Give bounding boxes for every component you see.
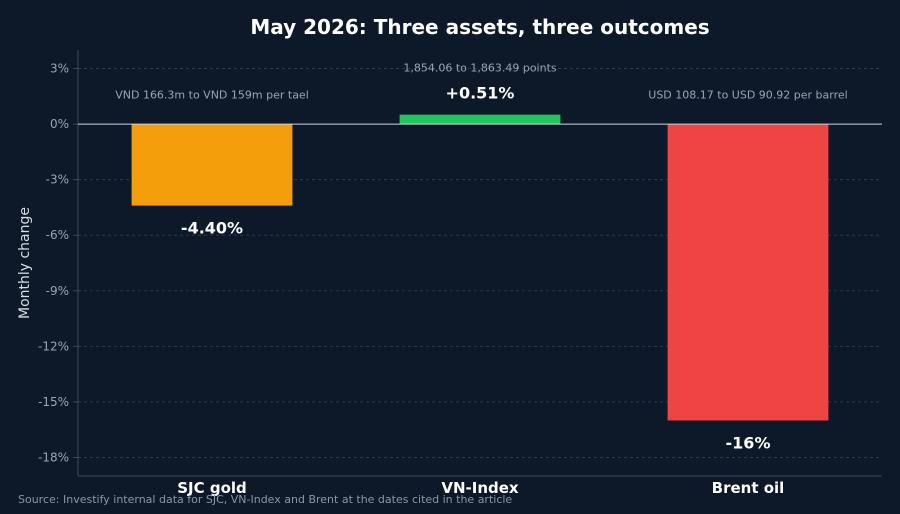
y-tick-label: -6%	[46, 228, 69, 242]
bars	[131, 114, 829, 421]
y-tick-label: 3%	[50, 62, 69, 76]
value-label: +0.51%	[446, 84, 515, 103]
bar-vn-index	[399, 114, 561, 125]
bar-sjc-gold	[131, 124, 293, 206]
category-label: Brent oil	[712, 479, 785, 497]
range-note: 1,854.06 to 1,863.49 points	[403, 62, 557, 75]
bar-labels: -4.40% VND 166.3m to VND 159m per tael SJC…	[115, 62, 848, 497]
y-tick-label: -3%	[46, 173, 69, 187]
value-label: -4.40%	[181, 219, 243, 238]
y-axis-ticks: 3% 0% -3% -6% -9% -12% -15% -18%	[38, 62, 78, 464]
value-label: -16%	[726, 433, 771, 452]
y-tick-label: 0%	[50, 117, 69, 131]
bar-brent-oil	[667, 124, 829, 421]
source-note: Source: Investify internal data for SJC,…	[18, 493, 512, 506]
y-axis-label: Monthly change	[17, 207, 33, 319]
y-tick-label: -15%	[38, 395, 69, 409]
range-note: VND 166.3m to VND 159m per tael	[115, 89, 309, 102]
category-label: VN-Index	[441, 479, 519, 497]
range-note: USD 108.17 to USD 90.92 per barrel	[648, 89, 847, 102]
chart-title: May 2026: Three assets, three outcomes	[250, 15, 709, 39]
y-tick-label: -18%	[38, 450, 69, 464]
category-label: SJC gold	[177, 479, 247, 497]
y-tick-label: -9%	[46, 284, 69, 298]
y-tick-label: -12%	[38, 339, 69, 353]
